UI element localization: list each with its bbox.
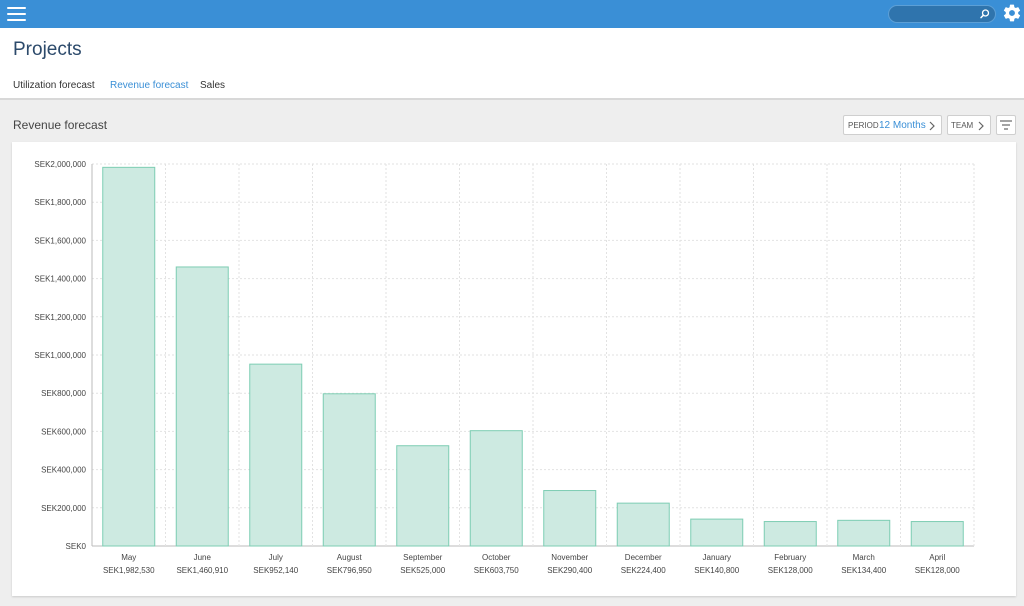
bar: [469, 430, 523, 547]
page-title: Projects: [13, 39, 82, 60]
bar-value-label: SEK603,750: [474, 566, 519, 575]
x-tick-label: September: [403, 553, 442, 562]
x-tick-label: August: [337, 553, 363, 562]
chevron-right-icon: [978, 121, 984, 131]
x-tick-label: November: [551, 553, 588, 562]
y-tick-label: SEK1,200,000: [34, 313, 86, 322]
bar: [543, 490, 597, 547]
y-tick-label: SEK2,000,000: [34, 160, 86, 169]
menu-icon[interactable]: [7, 5, 27, 23]
bar: [616, 502, 670, 547]
bar-value-label: SEK134,400: [841, 566, 886, 575]
period-label: PERIOD: [848, 121, 879, 130]
section-title: Revenue forecast: [13, 118, 108, 132]
chevron-right-icon: [929, 121, 935, 131]
bar-value-label: SEK952,140: [253, 566, 298, 575]
y-tick-label: SEK1,000,000: [34, 351, 86, 360]
bar: [910, 521, 964, 547]
tab-utilization-forecast[interactable]: Utilization forecast: [13, 80, 95, 91]
x-tick-label: March: [853, 553, 875, 562]
team-label: TEAM: [951, 121, 974, 130]
y-tick-label: SEK800,000: [41, 389, 86, 398]
bar-value-label: SEK224,400: [621, 566, 666, 575]
period-value: 12 Months: [879, 120, 926, 131]
x-tick-label: July: [269, 553, 283, 562]
bar-value-label: SEK128,000: [915, 566, 960, 575]
search-box[interactable]: [888, 5, 996, 23]
filter-icon: [1000, 120, 1012, 130]
header-divider: [0, 98, 1024, 100]
y-tick-label: SEK1,800,000: [34, 198, 86, 207]
search-input[interactable]: [897, 8, 977, 20]
bar: [322, 393, 376, 547]
bar-value-label: SEK140,800: [694, 566, 739, 575]
y-tick-label: SEK1,600,000: [34, 236, 86, 245]
x-tick-label: June: [194, 553, 212, 562]
bar: [249, 363, 303, 547]
x-tick-label: May: [121, 553, 136, 562]
bar: [102, 166, 156, 547]
revenue-forecast-chart: SEK0 SEK200,000 SEK400,000 SEK600,000 SEK800…: [34, 160, 975, 575]
x-tick-label: February: [774, 553, 806, 562]
x-tick-label: October: [482, 553, 511, 562]
y-tick-label: SEK400,000: [41, 466, 86, 475]
bar: [175, 266, 229, 547]
tab-revenue-forecast[interactable]: Revenue forecast: [110, 80, 189, 91]
period-button[interactable]: PERIOD 12 Months: [843, 115, 942, 135]
y-tick-label: SEK600,000: [41, 427, 86, 436]
chart-card: SEK0 SEK200,000 SEK400,000 SEK600,000 SEK800…: [12, 142, 1016, 596]
search-icon[interactable]: [979, 8, 991, 20]
team-button[interactable]: TEAM: [947, 115, 991, 135]
bar: [763, 521, 817, 547]
bar-value-label: SEK525,000: [400, 566, 445, 575]
content-area: Revenue forecast PERIOD 12 Months TEAM S…: [0, 100, 1024, 606]
y-tick-label: SEK0: [66, 542, 87, 551]
bar-value-label: SEK796,950: [327, 566, 372, 575]
bar: [837, 519, 891, 547]
bar-value-label: SEK1,982,530: [103, 566, 155, 575]
bar: [396, 445, 450, 547]
gear-icon[interactable]: [1002, 3, 1022, 23]
bar-value-label: SEK290,400: [547, 566, 592, 575]
bar-value-label: SEK128,000: [768, 566, 813, 575]
x-tick-label: December: [625, 553, 662, 562]
y-tick-label: SEK1,400,000: [34, 275, 86, 284]
bar-value-label: SEK1,460,910: [176, 566, 228, 575]
top-bar: [0, 0, 1024, 28]
filter-button[interactable]: [996, 115, 1016, 135]
x-tick-label: January: [703, 553, 731, 562]
tab-sales[interactable]: Sales: [200, 80, 226, 91]
bar: [690, 518, 744, 547]
x-tick-label: April: [929, 553, 945, 562]
y-tick-label: SEK200,000: [41, 504, 86, 513]
